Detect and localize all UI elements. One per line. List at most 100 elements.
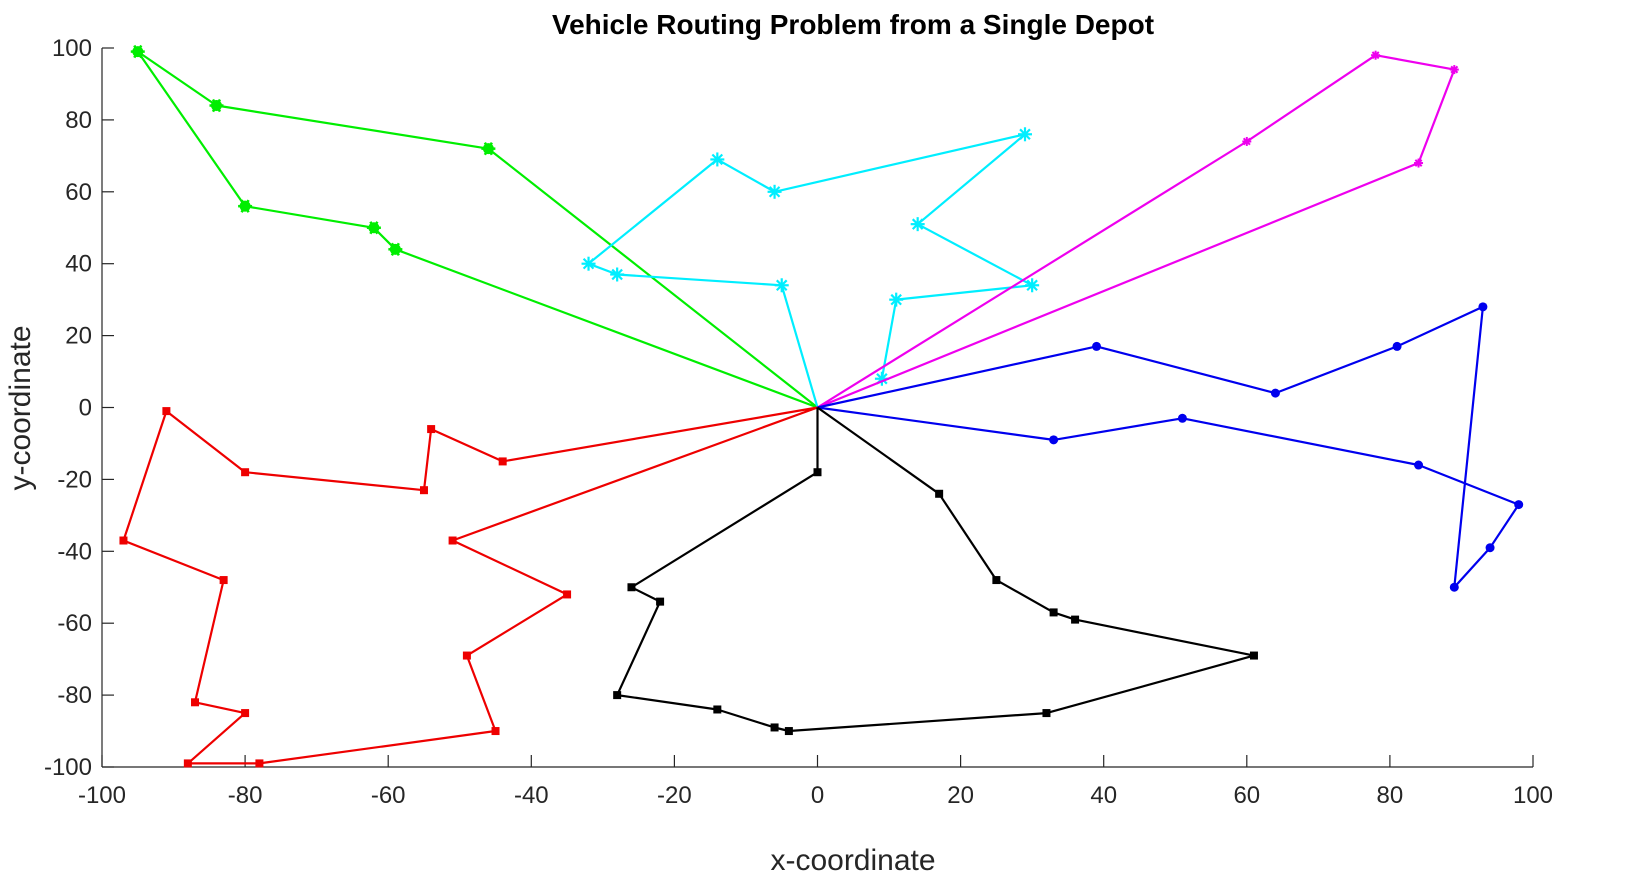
customer-point xyxy=(1177,413,1187,423)
customer-point xyxy=(1270,388,1280,398)
asterisk-stroke xyxy=(890,293,902,306)
customer-point xyxy=(613,691,622,700)
x-tick-label: 0 xyxy=(811,782,824,809)
axes: -100 -80 -60 -40 -20 0 20 40 60 80 100 -100 -80 -60 -4… xyxy=(44,35,1553,809)
customer-point xyxy=(183,759,192,768)
customer-point xyxy=(427,425,436,434)
customer-point-spikes xyxy=(388,242,403,257)
customer-point xyxy=(774,278,789,293)
customer-point xyxy=(1392,341,1402,351)
customer-point xyxy=(119,536,128,545)
route-series-5 xyxy=(119,406,818,768)
route-series-6 xyxy=(613,406,1258,736)
x-tick-label: 40 xyxy=(1090,782,1117,809)
customer-point xyxy=(627,583,636,592)
spike xyxy=(487,141,493,150)
asterisk-stroke xyxy=(775,279,788,291)
customer-point xyxy=(1371,50,1381,60)
routes xyxy=(119,44,1524,768)
y-tick-label: 100 xyxy=(52,35,92,62)
route-line xyxy=(616,406,1256,733)
customer-point xyxy=(874,371,889,386)
customer-point xyxy=(255,759,264,768)
x-tick-label: 20 xyxy=(947,782,974,809)
customer-point xyxy=(563,590,572,599)
customer-point xyxy=(1478,302,1488,312)
spike xyxy=(394,242,400,250)
customer-point xyxy=(1242,136,1252,146)
customer-point xyxy=(1049,435,1059,445)
asterisk-stroke xyxy=(711,153,724,166)
spike xyxy=(244,199,250,207)
y-tick-label: -80 xyxy=(57,682,92,709)
y-tick-label: -40 xyxy=(57,538,92,565)
customer-point xyxy=(656,597,665,606)
x-tick-label: 60 xyxy=(1233,782,1260,809)
customer-point xyxy=(581,256,596,271)
asterisk-stroke xyxy=(1019,128,1031,141)
route-series-2 xyxy=(581,127,1040,408)
customer-point xyxy=(419,486,428,495)
customer-point-spikes xyxy=(209,98,224,113)
asterisk-stroke xyxy=(768,186,781,198)
spike xyxy=(372,221,379,229)
customer-point xyxy=(910,217,925,232)
route-line xyxy=(587,133,1034,408)
route-line xyxy=(817,305,1520,589)
customer-point xyxy=(784,727,793,736)
y-tick-label: -60 xyxy=(57,610,92,637)
spike xyxy=(136,44,143,53)
customer-point-spikes xyxy=(366,221,381,235)
asterisk-stroke xyxy=(1450,65,1459,74)
customer-point xyxy=(1449,582,1459,592)
customer-point xyxy=(610,267,625,282)
y-axis-label: y-coordinate xyxy=(4,325,37,490)
route-series-4 xyxy=(817,302,1524,592)
customer-point xyxy=(713,705,722,714)
customer-point xyxy=(462,651,471,660)
asterisk-stroke xyxy=(1026,279,1038,291)
asterisk-stroke xyxy=(611,268,623,281)
customer-point xyxy=(1414,460,1424,470)
customer-point xyxy=(1449,65,1459,75)
customer-point xyxy=(767,184,782,199)
customer-point xyxy=(498,457,507,466)
asterisk-stroke xyxy=(1242,137,1251,146)
x-tick-label: -100 xyxy=(78,782,126,809)
customer-point xyxy=(1017,127,1032,142)
customer-point xyxy=(241,709,250,718)
customer-point xyxy=(448,536,457,545)
customer-point xyxy=(1414,158,1424,168)
y-tick-label: 20 xyxy=(65,323,92,350)
customer-point xyxy=(1071,615,1080,624)
x-tick-label: -80 xyxy=(228,782,263,809)
y-tick-label: 80 xyxy=(65,107,92,134)
customer-point xyxy=(1092,341,1102,351)
customer-point xyxy=(162,407,171,416)
customer-point-spikes xyxy=(238,199,253,213)
customer-point xyxy=(813,468,822,477)
customer-point xyxy=(1042,709,1051,718)
customer-point xyxy=(191,698,200,707)
asterisk-stroke xyxy=(1414,159,1423,167)
asterisk-stroke xyxy=(1371,51,1380,60)
customer-point xyxy=(710,152,725,167)
chart-title: Vehicle Routing Problem from a Single De… xyxy=(552,9,1154,40)
customer-point xyxy=(992,576,1001,585)
customer-point xyxy=(1514,500,1524,510)
customer-point xyxy=(1025,278,1040,293)
y-tick-label: 0 xyxy=(79,395,92,422)
asterisk-stroke xyxy=(582,257,595,270)
customer-point-spikes xyxy=(130,44,145,59)
x-tick-label: -20 xyxy=(657,782,692,809)
customer-point xyxy=(1049,608,1058,617)
route-line xyxy=(816,54,1456,409)
route-series-3 xyxy=(816,50,1459,409)
x-tick-label: 100 xyxy=(1513,782,1553,809)
customer-point xyxy=(241,468,250,477)
x-axis-label: x-coordinate xyxy=(770,844,935,877)
customer-point-spikes xyxy=(481,141,496,156)
route-series-1 xyxy=(130,44,819,409)
